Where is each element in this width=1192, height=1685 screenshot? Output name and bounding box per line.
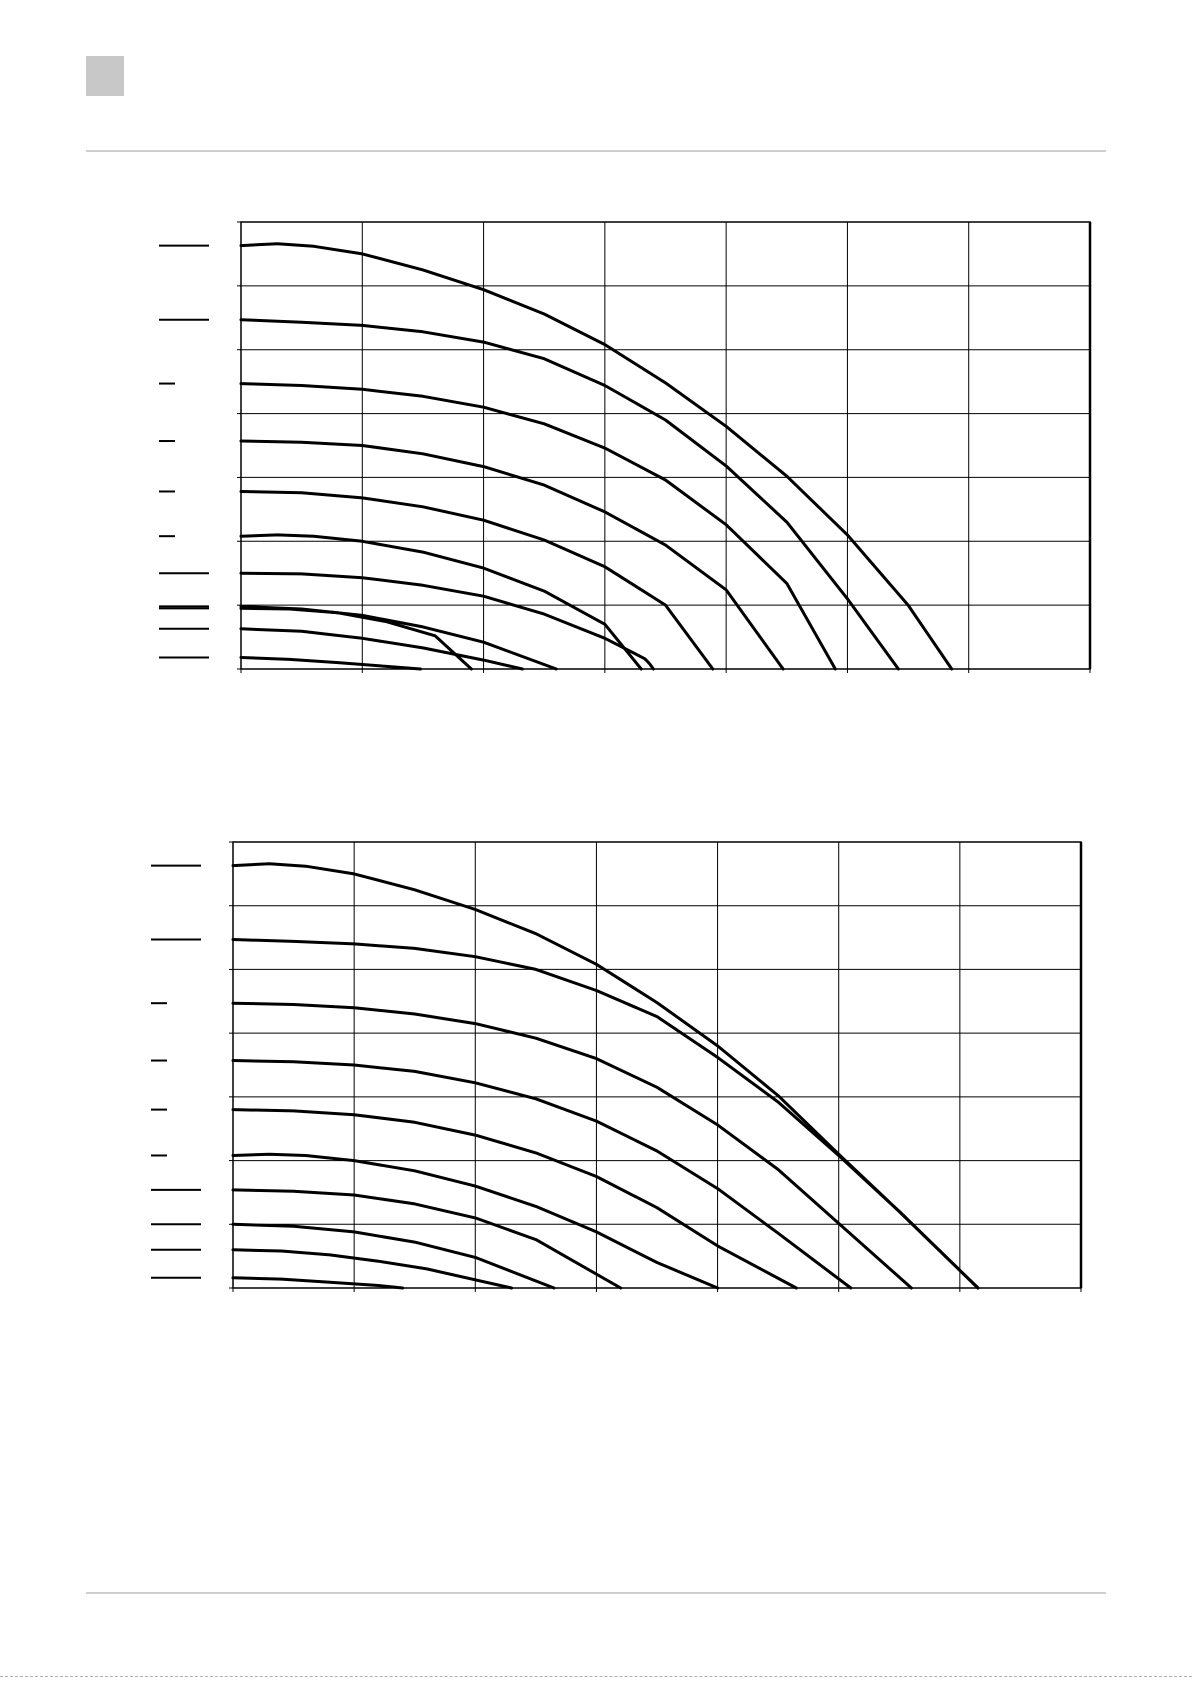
series-line-8 <box>231 1222 556 1290</box>
chart-2 <box>151 841 1083 1292</box>
footer-rule <box>86 1592 1106 1594</box>
series-line-6 <box>239 533 643 671</box>
series-line-2 <box>239 318 900 671</box>
series-line-9 <box>239 606 473 671</box>
series-line-1 <box>239 242 954 671</box>
series-line-10 <box>239 627 524 671</box>
series-line-4 <box>239 439 785 671</box>
chart-1 <box>159 221 1092 673</box>
logo-placeholder <box>86 56 124 96</box>
header-rule <box>86 150 1106 152</box>
bottom-dashed-border <box>0 1676 1192 1677</box>
series-line-9 <box>231 1248 514 1290</box>
series-line-7 <box>239 571 655 671</box>
series-line-5 <box>231 1108 798 1290</box>
series-line-6 <box>231 1152 720 1290</box>
series-line-3 <box>239 382 837 671</box>
series-line-5 <box>239 490 715 671</box>
series-line-10 <box>231 1276 405 1290</box>
series-line-2 <box>231 938 980 1290</box>
series-line-7 <box>231 1188 623 1290</box>
series-line-1 <box>231 862 980 1290</box>
series-line-3 <box>231 1001 913 1290</box>
series-line-11 <box>239 656 422 671</box>
series-line-4 <box>231 1059 853 1290</box>
